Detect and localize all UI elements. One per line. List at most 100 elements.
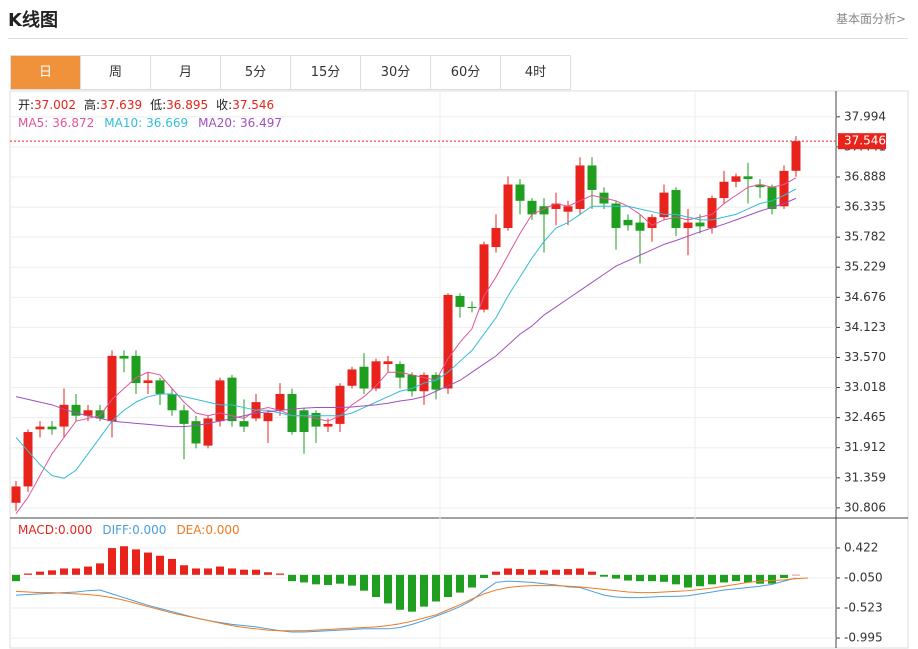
page-title: K线图 <box>8 10 58 31</box>
y-tick-label: 0.422 <box>844 540 878 554</box>
candle-body <box>791 141 801 171</box>
divider <box>8 38 908 39</box>
macd-bar <box>108 548 116 575</box>
macd-bar <box>180 565 188 575</box>
macd-bar <box>48 570 56 575</box>
candle-body <box>395 364 405 378</box>
period-tab[interactable]: 30分 <box>361 56 431 89</box>
macd-bar <box>240 569 248 575</box>
macd-bar <box>72 568 80 575</box>
candle-body <box>659 192 669 218</box>
y-tick-label: 33.570 <box>844 350 886 364</box>
info-text: DIFF: <box>102 523 132 537</box>
info-text: 低: <box>150 98 166 112</box>
info-text: 36.895 <box>166 98 208 112</box>
candle-body <box>311 412 321 427</box>
macd-bar <box>84 566 92 575</box>
info-text: MACD: <box>18 523 58 537</box>
candle-body <box>275 393 285 411</box>
candle-body <box>767 187 777 209</box>
macd-bar <box>588 571 596 575</box>
candle-body <box>83 410 93 416</box>
period-tab[interactable]: 60分 <box>431 56 501 89</box>
macd-bar <box>144 552 152 575</box>
chart-frame <box>9 90 909 649</box>
candle-body <box>347 369 357 386</box>
candle-body <box>731 176 741 182</box>
fundamental-link[interactable]: 基本面分析> <box>835 12 906 26</box>
macd-bar <box>780 574 788 578</box>
candle-body <box>695 222 705 227</box>
info-text: 36.497 <box>240 116 282 130</box>
macd-bar <box>480 574 488 578</box>
y-tick-label: 37.994 <box>844 109 886 123</box>
candle-body <box>707 198 717 229</box>
ma-line <box>15 188 797 479</box>
macd-bar <box>564 569 572 575</box>
ma-line <box>15 177 797 514</box>
candle-body <box>131 355 141 384</box>
candle-body <box>539 206 549 215</box>
info-text: 0.000 <box>58 523 92 537</box>
macd-bar <box>120 546 128 575</box>
candle-body <box>551 203 561 209</box>
info-text: 36.872 <box>52 116 94 130</box>
macd-line <box>15 577 797 633</box>
candle-body <box>431 374 441 390</box>
macd-bar <box>648 574 656 582</box>
info-row: MACD:0.000 DIFF:0.000 DEA:0.000 <box>18 523 240 537</box>
macd-bar <box>228 568 236 575</box>
candle-body <box>215 380 225 422</box>
candle-body <box>611 203 621 229</box>
candle-body <box>587 165 597 190</box>
candle-body <box>503 184 513 229</box>
macd-bar <box>276 573 284 575</box>
candle-body <box>779 170 789 207</box>
y-tick-label: 36.335 <box>844 200 886 214</box>
candle-body <box>323 423 333 427</box>
macd-bar <box>636 574 644 582</box>
macd-bar <box>732 574 740 582</box>
macd-line <box>15 577 809 632</box>
y-tick-label: -0.050 <box>844 570 883 584</box>
macd-bar <box>24 573 32 575</box>
candle-body <box>359 366 369 389</box>
info-text: MA5: <box>18 116 48 130</box>
candle-body <box>71 404 81 416</box>
macd-bar <box>600 574 608 577</box>
macd-bar <box>192 568 200 575</box>
macd-bar <box>252 569 260 575</box>
candle-body <box>671 189 681 229</box>
y-tick-label: -0.523 <box>844 601 883 615</box>
candle-body <box>719 181 729 199</box>
macd-bar <box>456 574 464 593</box>
candle-body <box>227 377 237 422</box>
y-tick-label: 35.782 <box>844 230 886 244</box>
candle-body <box>683 222 693 229</box>
period-tab[interactable]: 月 <box>151 56 221 89</box>
period-tab[interactable]: 4时 <box>501 56 571 89</box>
candle-body <box>47 426 57 430</box>
candle-body <box>11 486 21 503</box>
macd-bar <box>156 555 164 575</box>
macd-bar <box>36 571 44 575</box>
macd-bar <box>384 574 392 604</box>
candle-body <box>203 418 213 446</box>
macd-bar <box>504 568 512 575</box>
candle-body <box>383 361 393 365</box>
macd-bar <box>312 574 320 585</box>
info-text: DEA: <box>176 523 205 537</box>
period-tab[interactable]: 日 <box>11 56 81 89</box>
info-text: MA10: <box>104 116 142 130</box>
candle-body <box>407 374 417 392</box>
macd-bar <box>168 558 176 575</box>
info-text: 0.000 <box>205 523 239 537</box>
period-tab[interactable]: 5分 <box>221 56 291 89</box>
period-tab[interactable]: 周 <box>81 56 151 89</box>
macd-bar <box>624 574 632 581</box>
macd-bar <box>540 570 548 575</box>
info-text: 37.546 <box>232 98 274 112</box>
period-tab[interactable]: 15分 <box>291 56 361 89</box>
y-tick-label: -0.995 <box>844 631 883 645</box>
candle-body <box>635 222 645 231</box>
